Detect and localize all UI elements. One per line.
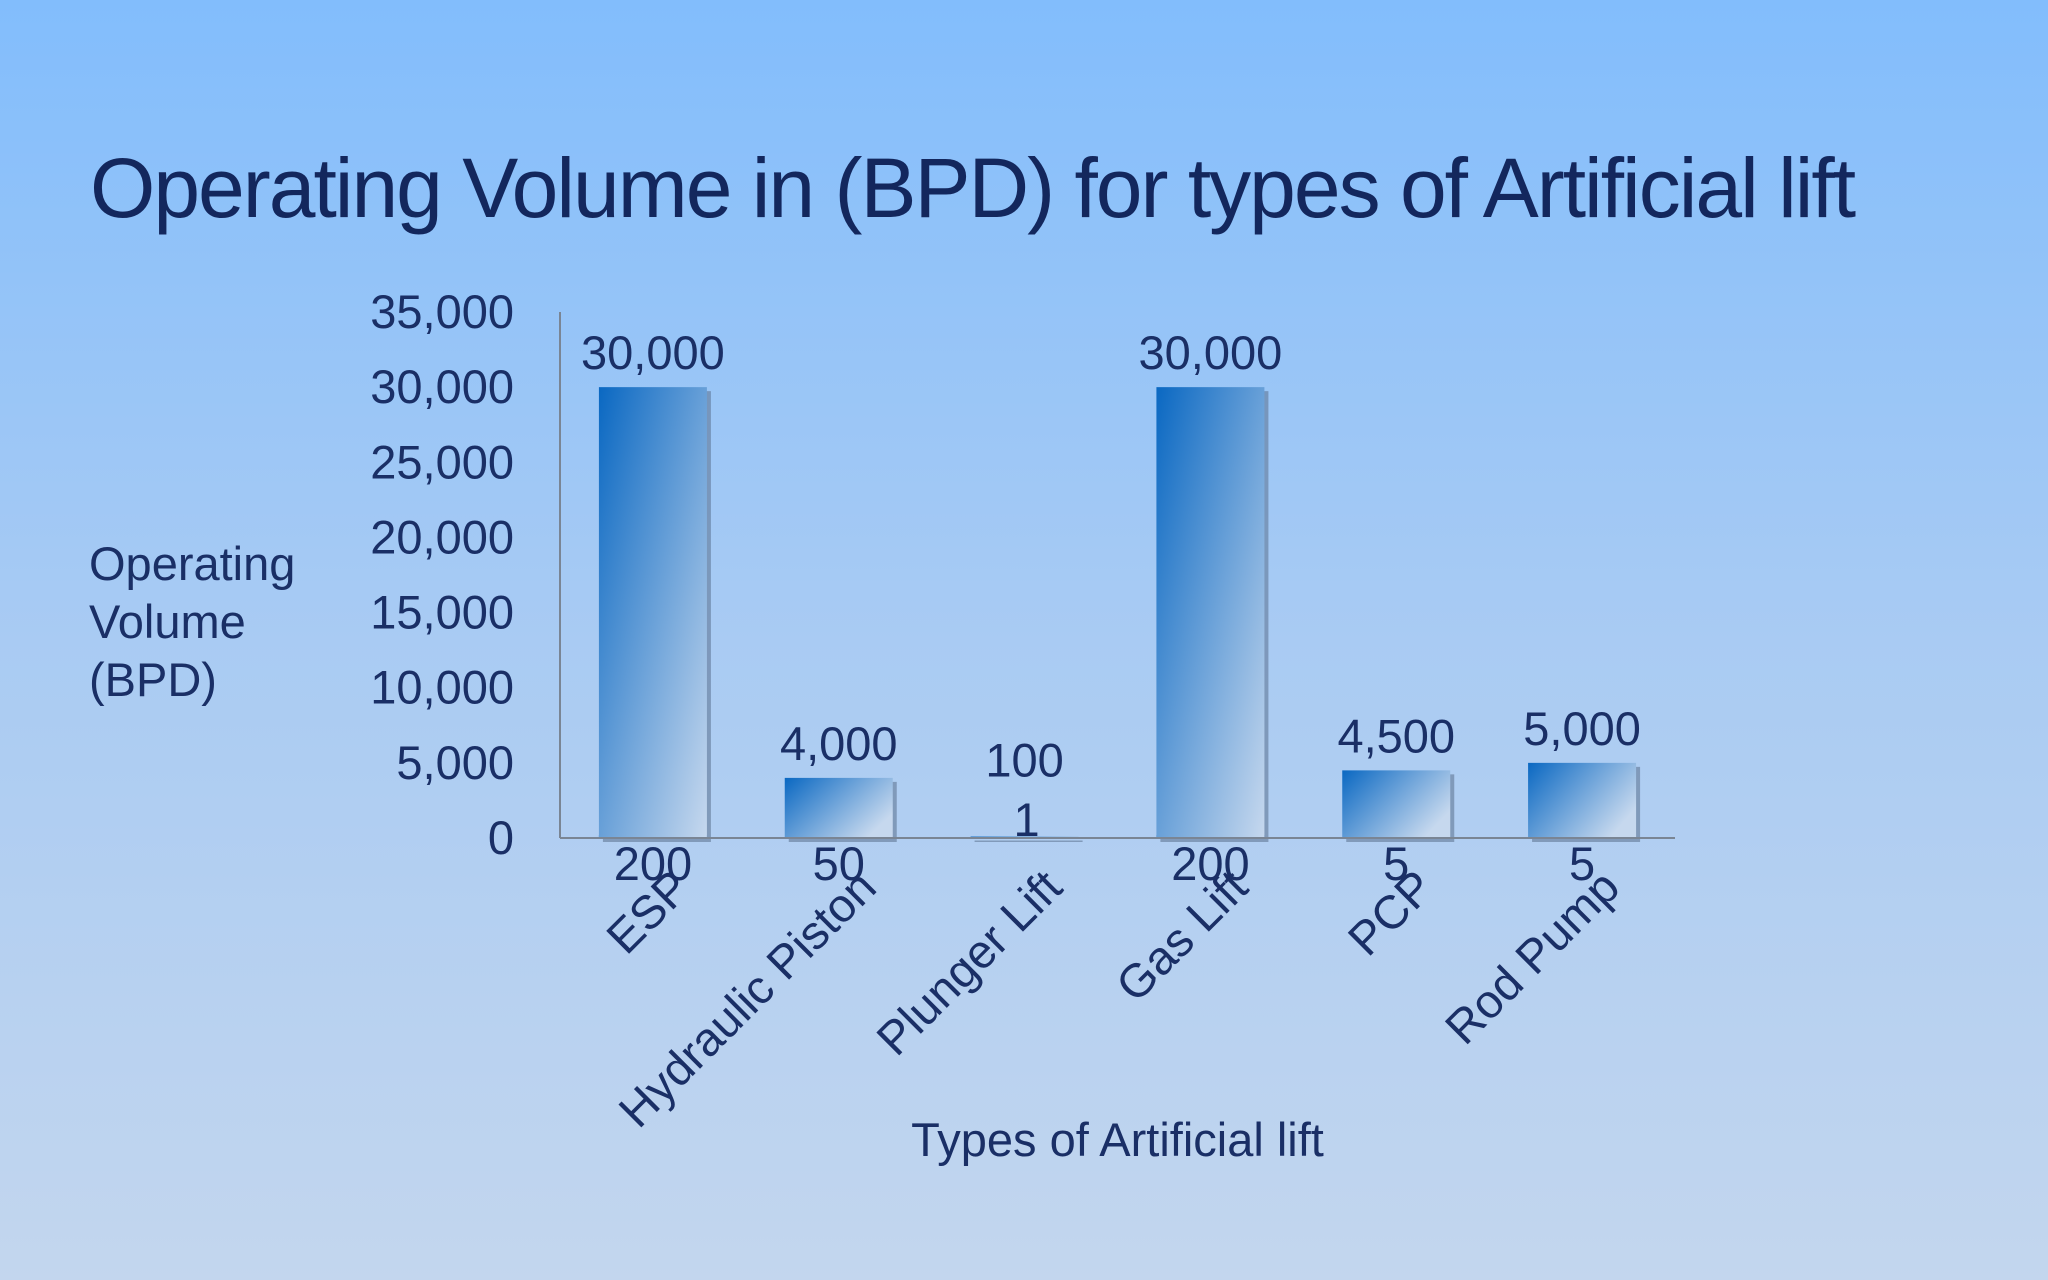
data-label-min: 1	[1014, 793, 1040, 846]
data-label-max: 4,500	[1337, 709, 1455, 762]
data-label-max: 5,000	[1523, 702, 1641, 755]
x-category-label: Rod Pump	[1435, 860, 1629, 1054]
data-label-min: 200	[1171, 837, 1249, 890]
data-label-min: 5	[1383, 837, 1409, 890]
data-label-min: 5	[1569, 837, 1595, 890]
y-axis-title-line: Volume	[89, 595, 246, 648]
data-label-max: 30,000	[581, 326, 725, 379]
x-axis-title: Types of Artificial lift	[911, 1113, 1324, 1166]
chart-title: Operating Volume in (BPD) for types of A…	[90, 141, 1856, 235]
y-tick-label: 35,000	[370, 285, 514, 338]
bar-max	[784, 777, 893, 838]
x-category-label: PCP	[1338, 860, 1444, 966]
bar-max	[1342, 770, 1451, 838]
data-label-max: 100	[985, 733, 1063, 786]
y-tick-label: 0	[488, 811, 514, 864]
y-axis-title-line: Operating	[89, 537, 295, 590]
y-tick-label: 5,000	[396, 736, 514, 789]
bar-max	[598, 387, 707, 838]
bar-max	[1156, 387, 1265, 838]
data-label-max: 4,000	[780, 717, 898, 770]
y-axis-title-line: (BPD)	[89, 653, 217, 706]
data-label-min: 200	[614, 837, 692, 890]
data-label-max: 30,000	[1139, 326, 1283, 379]
y-tick-label: 15,000	[370, 586, 514, 639]
bar-shadow	[974, 840, 1083, 842]
x-category-label: Plunger Lift	[866, 860, 1072, 1066]
y-tick-label: 30,000	[370, 360, 514, 413]
y-tick-label: 25,000	[370, 435, 514, 488]
bar-max	[1528, 762, 1637, 838]
y-tick-label: 20,000	[370, 510, 514, 563]
data-label-min: 50	[813, 837, 865, 890]
y-tick-label: 10,000	[370, 661, 514, 714]
